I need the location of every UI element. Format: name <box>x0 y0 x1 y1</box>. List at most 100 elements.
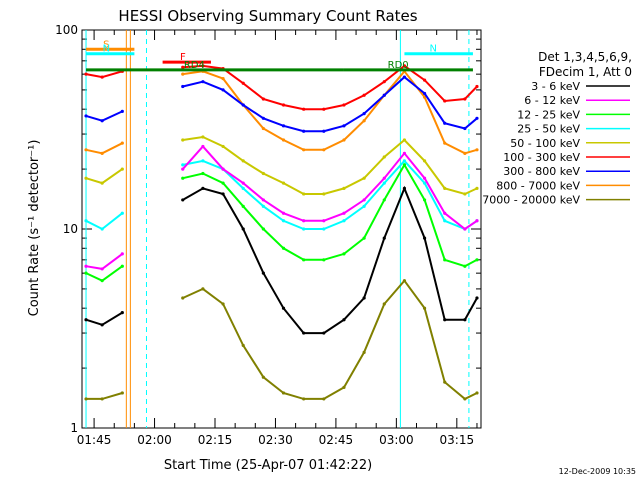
series-point-4 <box>241 159 245 163</box>
series-point-1 <box>342 211 346 215</box>
series-line-2 <box>182 162 478 268</box>
x-tick-label: 03:15 <box>440 433 475 447</box>
series-point-2 <box>201 171 205 176</box>
series-line-0 <box>182 185 478 335</box>
series-point-4 <box>100 181 104 185</box>
legend-label-3: 25 - 50 keV <box>517 123 580 136</box>
series-point-1 <box>475 219 479 223</box>
series-point-3 <box>362 204 366 208</box>
series-point-7 <box>181 72 185 76</box>
series-point-8 <box>382 302 386 306</box>
legend-label-1: 6 - 12 keV <box>524 94 580 107</box>
legend: Det 1,3,4,5,6,9, FDecim 1, Att 0 3 - 6 k… <box>482 50 632 207</box>
series-point-1 <box>382 176 386 180</box>
x-tick-label: 02:45 <box>319 433 354 447</box>
series-point-6 <box>181 84 185 89</box>
series-point-1 <box>362 198 366 202</box>
series-point-2 <box>221 181 225 185</box>
series-point-7 <box>261 126 265 131</box>
series-point-8 <box>362 350 366 354</box>
series-point-5 <box>322 107 326 111</box>
series-point-4 <box>261 171 265 176</box>
series-point-5 <box>443 99 447 103</box>
series-point-0 <box>261 271 265 275</box>
series-point-1 <box>402 151 407 155</box>
series-point-0 <box>120 311 124 315</box>
series-point-1 <box>241 181 245 185</box>
series-point-3 <box>322 227 326 231</box>
series-point-6 <box>281 124 286 128</box>
series-point-5 <box>362 93 366 97</box>
flag-label: N <box>103 44 110 55</box>
series-point-3 <box>120 211 124 215</box>
footer-date: 12-Dec-2009 10:35 <box>559 467 636 476</box>
flag-label: RD4 <box>184 60 205 71</box>
series-point-0 <box>100 323 104 327</box>
series-point-7 <box>120 141 124 145</box>
series-point-8 <box>302 397 306 401</box>
series-point-7 <box>281 138 286 142</box>
series-point-5 <box>382 80 386 84</box>
series-point-7 <box>342 138 346 142</box>
series-point-7 <box>84 148 88 152</box>
series-point-4 <box>281 181 286 185</box>
series-point-5 <box>181 65 185 69</box>
series-point-0 <box>382 236 386 240</box>
legend-label-7: 800 - 7000 keV <box>496 179 580 192</box>
series-point-6 <box>463 126 467 131</box>
series-point-4 <box>443 186 447 190</box>
legend-title-line-2: FDecim 1, Att 0 <box>539 65 632 79</box>
series-point-3 <box>84 219 88 223</box>
series-point-5 <box>84 72 88 76</box>
series-point-6 <box>201 80 205 84</box>
series-point-5 <box>475 84 479 89</box>
series-point-7 <box>362 119 366 123</box>
series-point-3 <box>382 181 386 185</box>
series-point-8 <box>181 296 185 300</box>
series-point-7 <box>322 148 326 152</box>
legend-label-5: 100 - 300 keV <box>503 151 580 164</box>
series-point-7 <box>463 151 467 155</box>
series-line-6 <box>182 75 478 133</box>
series-point-0 <box>322 331 326 335</box>
series-point-8 <box>443 380 447 384</box>
x-tick-label: 01:45 <box>77 433 112 447</box>
series-point-8 <box>120 391 124 395</box>
series-point-2 <box>241 204 245 208</box>
series-point-8 <box>342 385 346 389</box>
series-point-1 <box>181 167 185 171</box>
series-point-8 <box>463 397 467 401</box>
series-point-3 <box>302 227 306 231</box>
series-point-1 <box>302 219 306 223</box>
x-tick-label: 02:30 <box>258 433 293 447</box>
series-point-3 <box>281 219 286 223</box>
series-point-2 <box>84 271 88 275</box>
series-point-5 <box>463 97 467 101</box>
series-line-4 <box>85 168 123 185</box>
series-line-3 <box>85 212 123 231</box>
x-tick-label: 03:00 <box>379 433 414 447</box>
series-point-6 <box>302 129 306 133</box>
series-point-0 <box>241 227 245 231</box>
series-point-6 <box>475 116 479 120</box>
series-point-1 <box>100 267 104 271</box>
series-point-6 <box>322 129 326 133</box>
series-line-7 <box>182 69 478 155</box>
flag-label: N <box>429 44 436 55</box>
series-point-6 <box>443 121 447 125</box>
series-point-8 <box>100 397 104 401</box>
series-line-1 <box>182 144 478 231</box>
series-point-4 <box>342 186 346 190</box>
series-point-3 <box>100 227 104 231</box>
series-point-0 <box>181 198 185 202</box>
legend-title-line-1: Det 1,3,4,5,6,9, <box>538 50 632 64</box>
series-point-5 <box>422 78 427 82</box>
y-tick-label: 100 <box>55 23 78 37</box>
series-point-2 <box>302 258 306 262</box>
series-point-5 <box>100 75 104 79</box>
series-point-6 <box>241 103 245 107</box>
series-point-1 <box>120 252 124 256</box>
series-line-0 <box>85 311 123 326</box>
flag-label: S <box>103 39 109 50</box>
series-point-3 <box>402 159 407 163</box>
